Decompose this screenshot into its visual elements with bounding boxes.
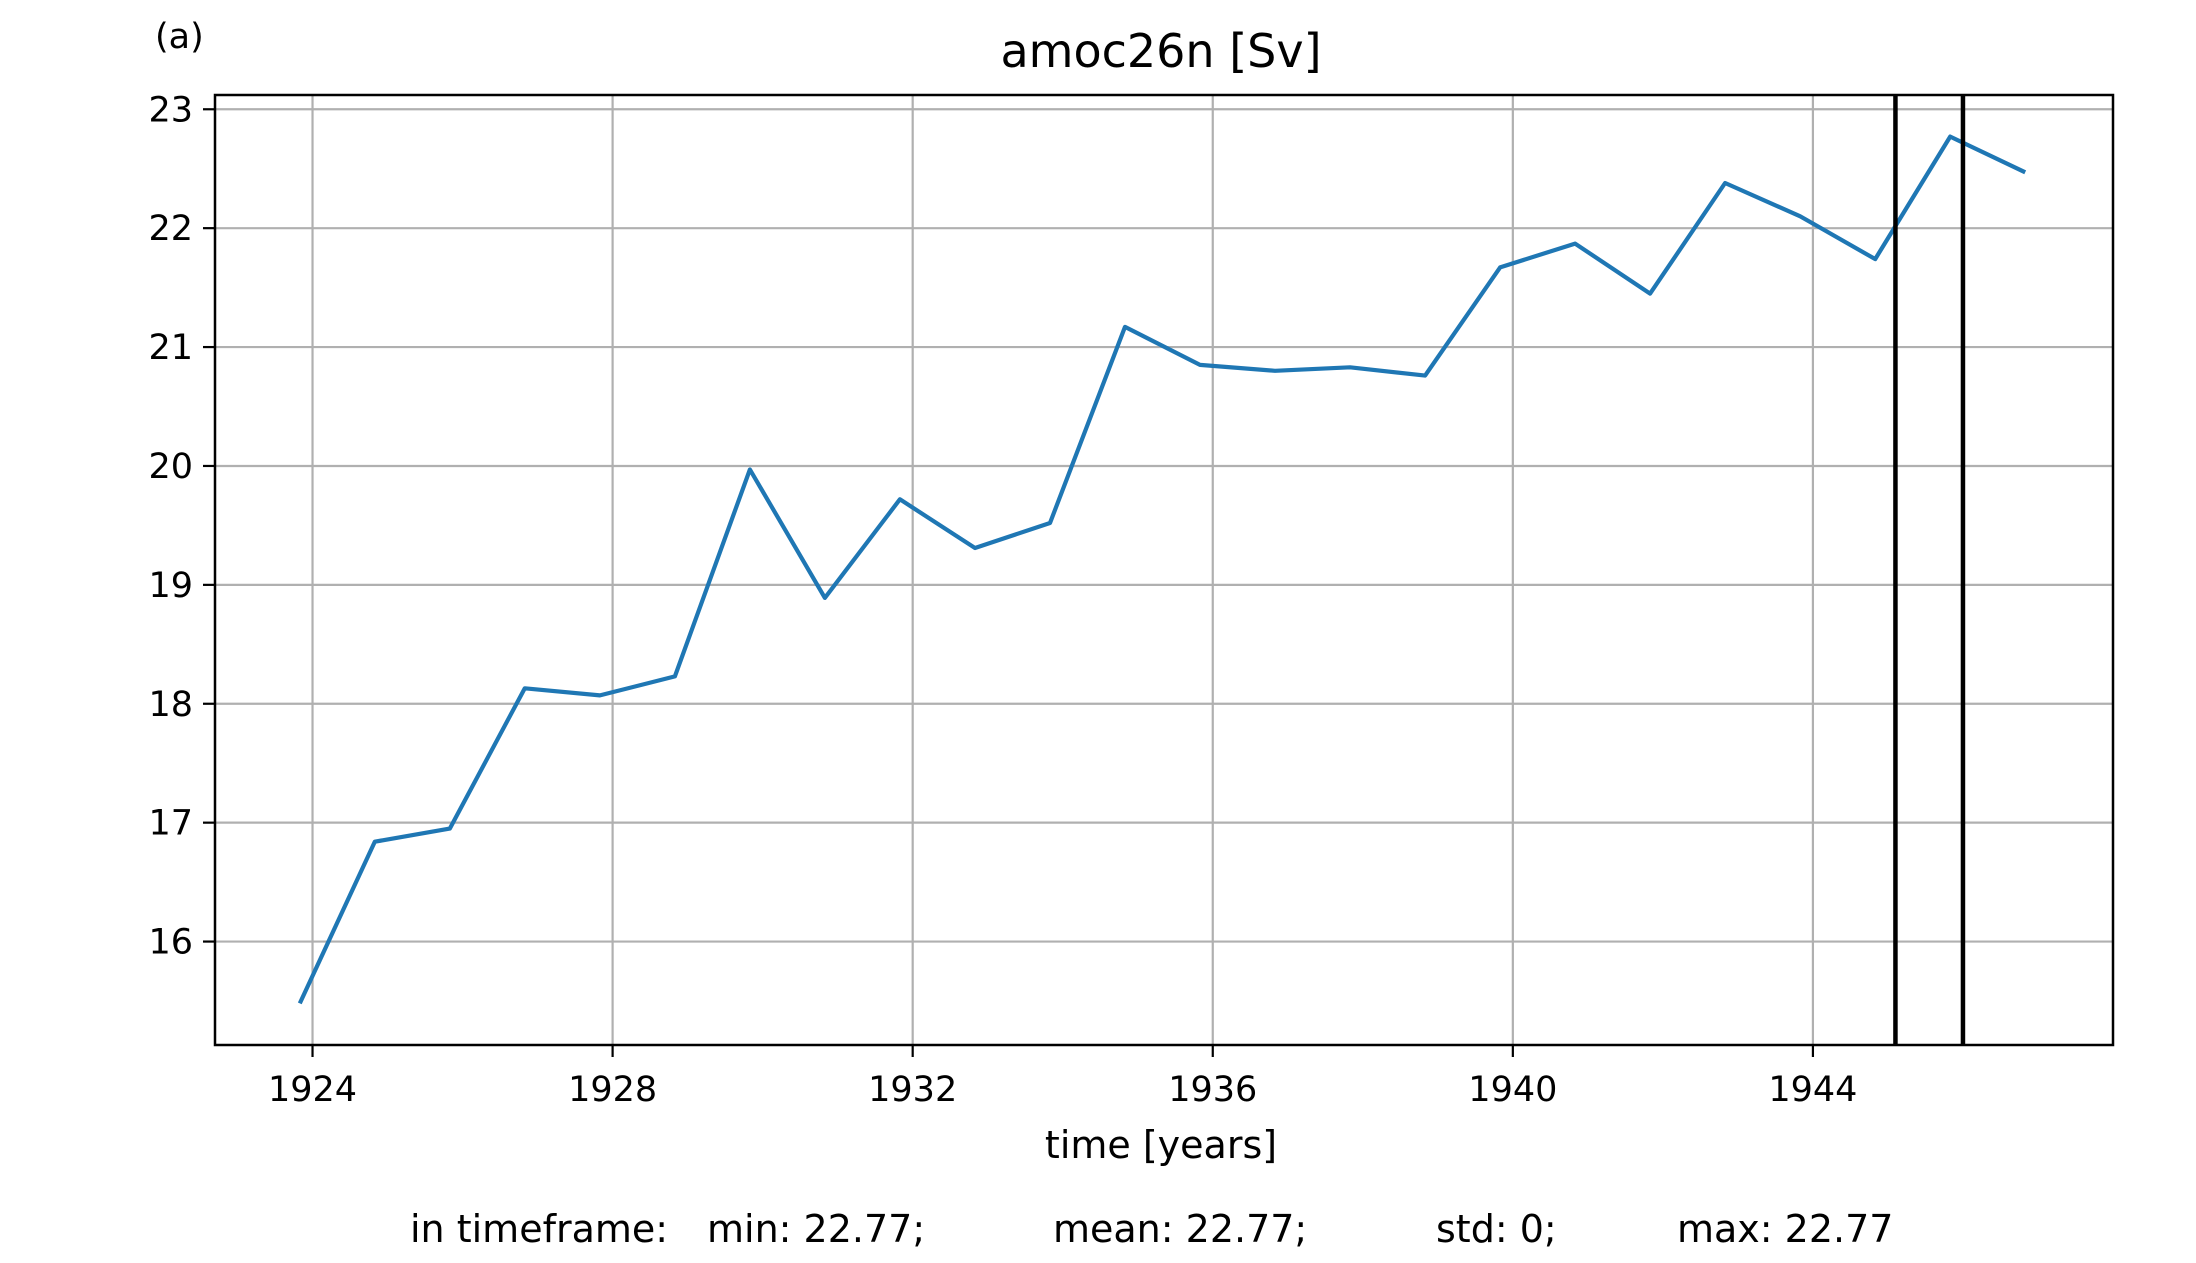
x-tick-label: 1924	[268, 1070, 357, 1110]
y-tick-label: 20	[148, 447, 193, 487]
y-tick-label: 19	[148, 566, 193, 606]
panel-label: (a)	[155, 17, 204, 57]
y-tick-label: 23	[148, 90, 193, 130]
y-tick-label: 21	[148, 328, 193, 368]
plot-frame	[213, 93, 2115, 1047]
timeframe-stats: in timeframe: min: 22.77; mean: 22.77; s…	[0, 1207, 1930, 1251]
x-tick-label: 1928	[568, 1070, 657, 1110]
series-line	[297, 134, 2027, 1005]
x-tick-label: 1944	[1768, 1070, 1857, 1110]
grid-lines	[215, 95, 2113, 1045]
plot-area	[297, 95, 2027, 1045]
x-tick-label: 1936	[1168, 1070, 1257, 1110]
axis-ticks: 1924 1928 1932 1936 1940 1944 16 17 18 19 20 21 22 23	[148, 90, 1857, 1110]
stats-max: max: 22.77	[1677, 1207, 1893, 1251]
y-tick-label: 22	[148, 209, 193, 249]
x-tick-label: 1940	[1468, 1070, 1557, 1110]
y-tick-label: 18	[148, 685, 193, 725]
y-tick-label: 16	[148, 923, 193, 963]
stats-min: min: 22.77;	[707, 1207, 925, 1251]
x-axis-label: time [years]	[1045, 1123, 1277, 1167]
stats-prefix: in timeframe:	[410, 1207, 668, 1251]
stats-mean: mean: 22.77;	[1053, 1207, 1307, 1251]
y-tick-label: 17	[148, 804, 193, 844]
x-tick-label: 1932	[868, 1070, 957, 1110]
stats-std: std: 0;	[1436, 1207, 1557, 1251]
chart-title: amoc26n [Sv]	[1000, 24, 1321, 78]
